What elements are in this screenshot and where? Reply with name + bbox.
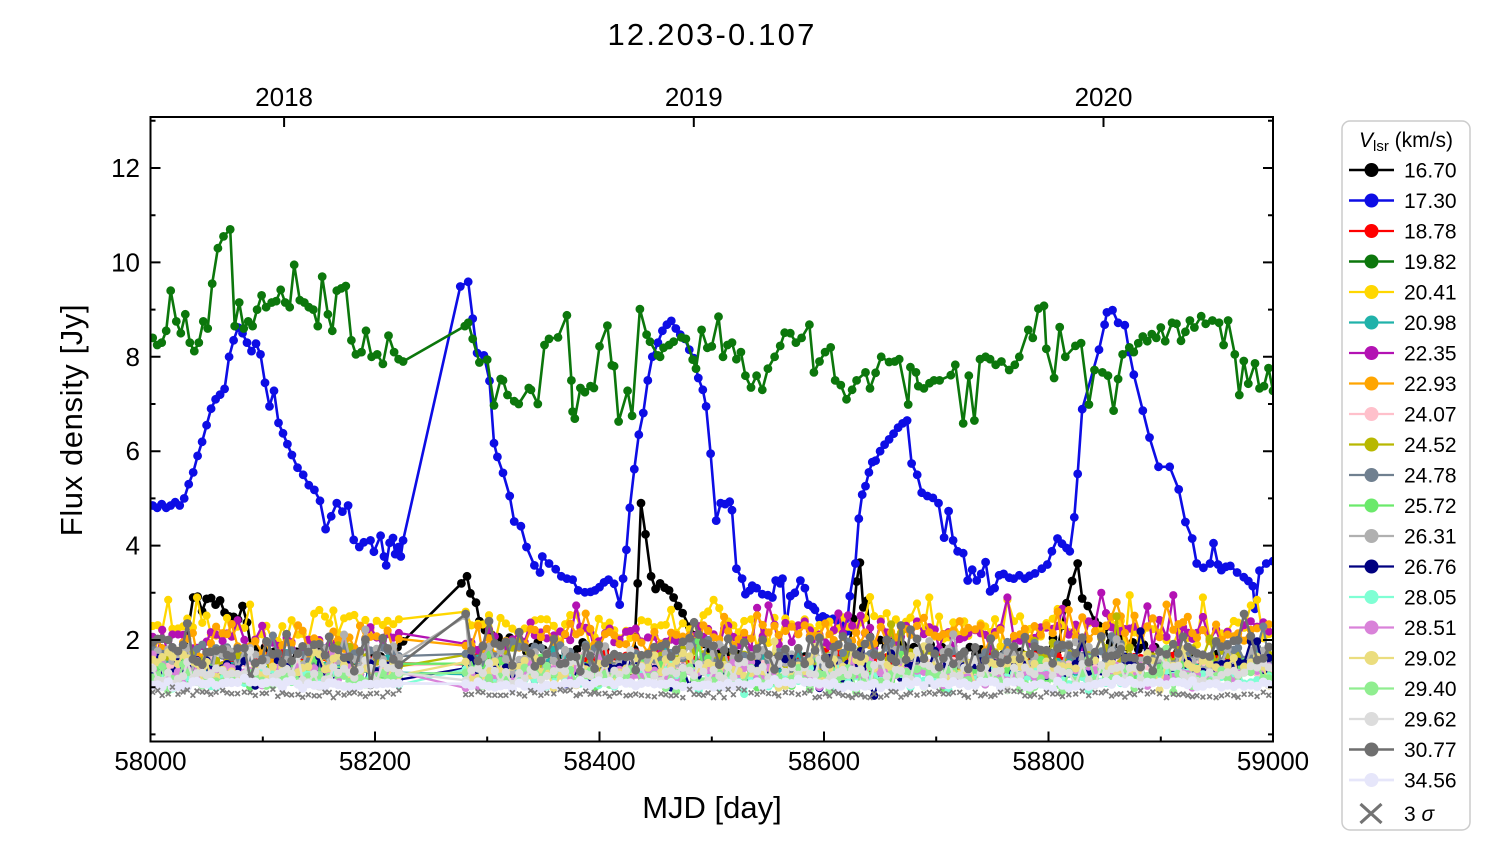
svg-text:2019: 2019 bbox=[665, 82, 723, 112]
svg-text:Vlsr (km/s): Vlsr (km/s) bbox=[1359, 129, 1453, 155]
svg-text:4: 4 bbox=[126, 531, 140, 561]
svg-text:28.05: 28.05 bbox=[1404, 587, 1457, 610]
svg-text:29.02: 29.02 bbox=[1404, 648, 1457, 671]
svg-text:58200: 58200 bbox=[339, 746, 411, 776]
svg-text:18.78: 18.78 bbox=[1404, 221, 1457, 244]
svg-text:24.78: 24.78 bbox=[1404, 465, 1457, 488]
svg-text:2: 2 bbox=[126, 625, 140, 655]
svg-text:28.51: 28.51 bbox=[1404, 617, 1457, 640]
svg-text:10: 10 bbox=[111, 247, 140, 277]
svg-text:22.93: 22.93 bbox=[1404, 373, 1457, 396]
svg-text:25.72: 25.72 bbox=[1404, 495, 1457, 518]
svg-text:17.30: 17.30 bbox=[1404, 190, 1457, 213]
svg-text:58000: 58000 bbox=[114, 746, 186, 776]
svg-text:34.56: 34.56 bbox=[1404, 770, 1457, 793]
svg-text:12: 12 bbox=[111, 153, 140, 183]
svg-text:19.82: 19.82 bbox=[1404, 251, 1457, 274]
svg-text:30.77: 30.77 bbox=[1404, 739, 1457, 762]
svg-text:6: 6 bbox=[126, 436, 140, 466]
svg-text:12.203-0.107: 12.203-0.107 bbox=[607, 17, 816, 52]
svg-text:20.98: 20.98 bbox=[1404, 312, 1457, 335]
svg-text:Flux density [Jy]: Flux density [Jy] bbox=[54, 304, 89, 536]
svg-text:2020: 2020 bbox=[1075, 82, 1133, 112]
svg-text:29.62: 29.62 bbox=[1404, 709, 1457, 732]
svg-text:24.52: 24.52 bbox=[1404, 434, 1457, 457]
svg-text:22.35: 22.35 bbox=[1404, 343, 1457, 366]
svg-text:2018: 2018 bbox=[255, 82, 313, 112]
svg-text:3 σ: 3 σ bbox=[1404, 803, 1436, 826]
svg-text:29.40: 29.40 bbox=[1404, 678, 1457, 701]
svg-text:8: 8 bbox=[126, 342, 140, 372]
svg-text:58800: 58800 bbox=[1012, 746, 1084, 776]
svg-text:59000: 59000 bbox=[1237, 746, 1309, 776]
svg-text:58400: 58400 bbox=[563, 746, 635, 776]
svg-text:MJD [day]: MJD [day] bbox=[642, 790, 782, 825]
svg-text:16.70: 16.70 bbox=[1404, 160, 1457, 183]
svg-text:24.07: 24.07 bbox=[1404, 404, 1457, 427]
svg-text:20.41: 20.41 bbox=[1404, 282, 1457, 305]
svg-text:26.31: 26.31 bbox=[1404, 526, 1457, 549]
svg-text:26.76: 26.76 bbox=[1404, 556, 1457, 579]
svg-text:58600: 58600 bbox=[788, 746, 860, 776]
